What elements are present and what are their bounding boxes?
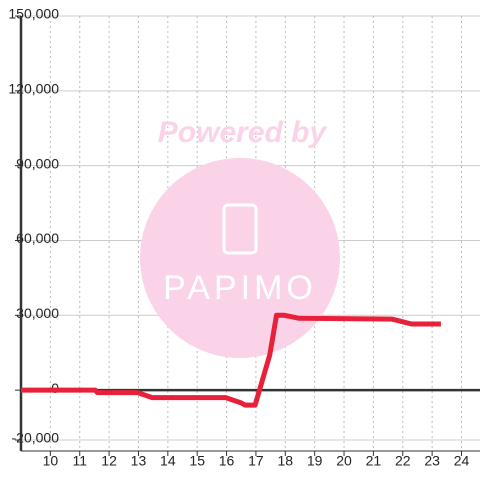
x-tick-label: 17	[248, 453, 264, 469]
y-tick-label: 90,000	[16, 155, 59, 171]
x-tick-label: 23	[424, 453, 440, 469]
x-tick-label: 10	[43, 453, 59, 469]
watermark: Powered by PAPIMO	[140, 116, 340, 358]
x-tick-label: 18	[278, 453, 294, 469]
x-tick-label: 14	[160, 453, 176, 469]
watermark-icon	[222, 203, 258, 255]
y-tick-label: 30,000	[16, 305, 59, 321]
y-tick-label: -20,000	[12, 430, 60, 446]
x-tick-label: 16	[219, 453, 235, 469]
y-tick-label: 60,000	[16, 230, 59, 246]
x-tick-label: 20	[336, 453, 352, 469]
x-tick-label: 24	[454, 453, 470, 469]
x-tick-label: 12	[101, 453, 117, 469]
x-tick-label: 21	[366, 453, 382, 469]
watermark-logo: PAPIMO	[163, 269, 317, 307]
x-tick-label: 22	[395, 453, 411, 469]
x-tick-label: 11	[72, 453, 87, 469]
x-tick-label: 15	[189, 453, 205, 469]
y-tick-label: 120,000	[8, 81, 59, 97]
x-tick-label: 13	[131, 453, 147, 469]
watermark-text: Powered by	[158, 116, 328, 149]
y-tick-label: 150,000	[8, 6, 59, 22]
x-tick-label: 19	[307, 453, 323, 469]
data-line	[21, 312, 441, 408]
watermark-circle	[140, 158, 340, 358]
